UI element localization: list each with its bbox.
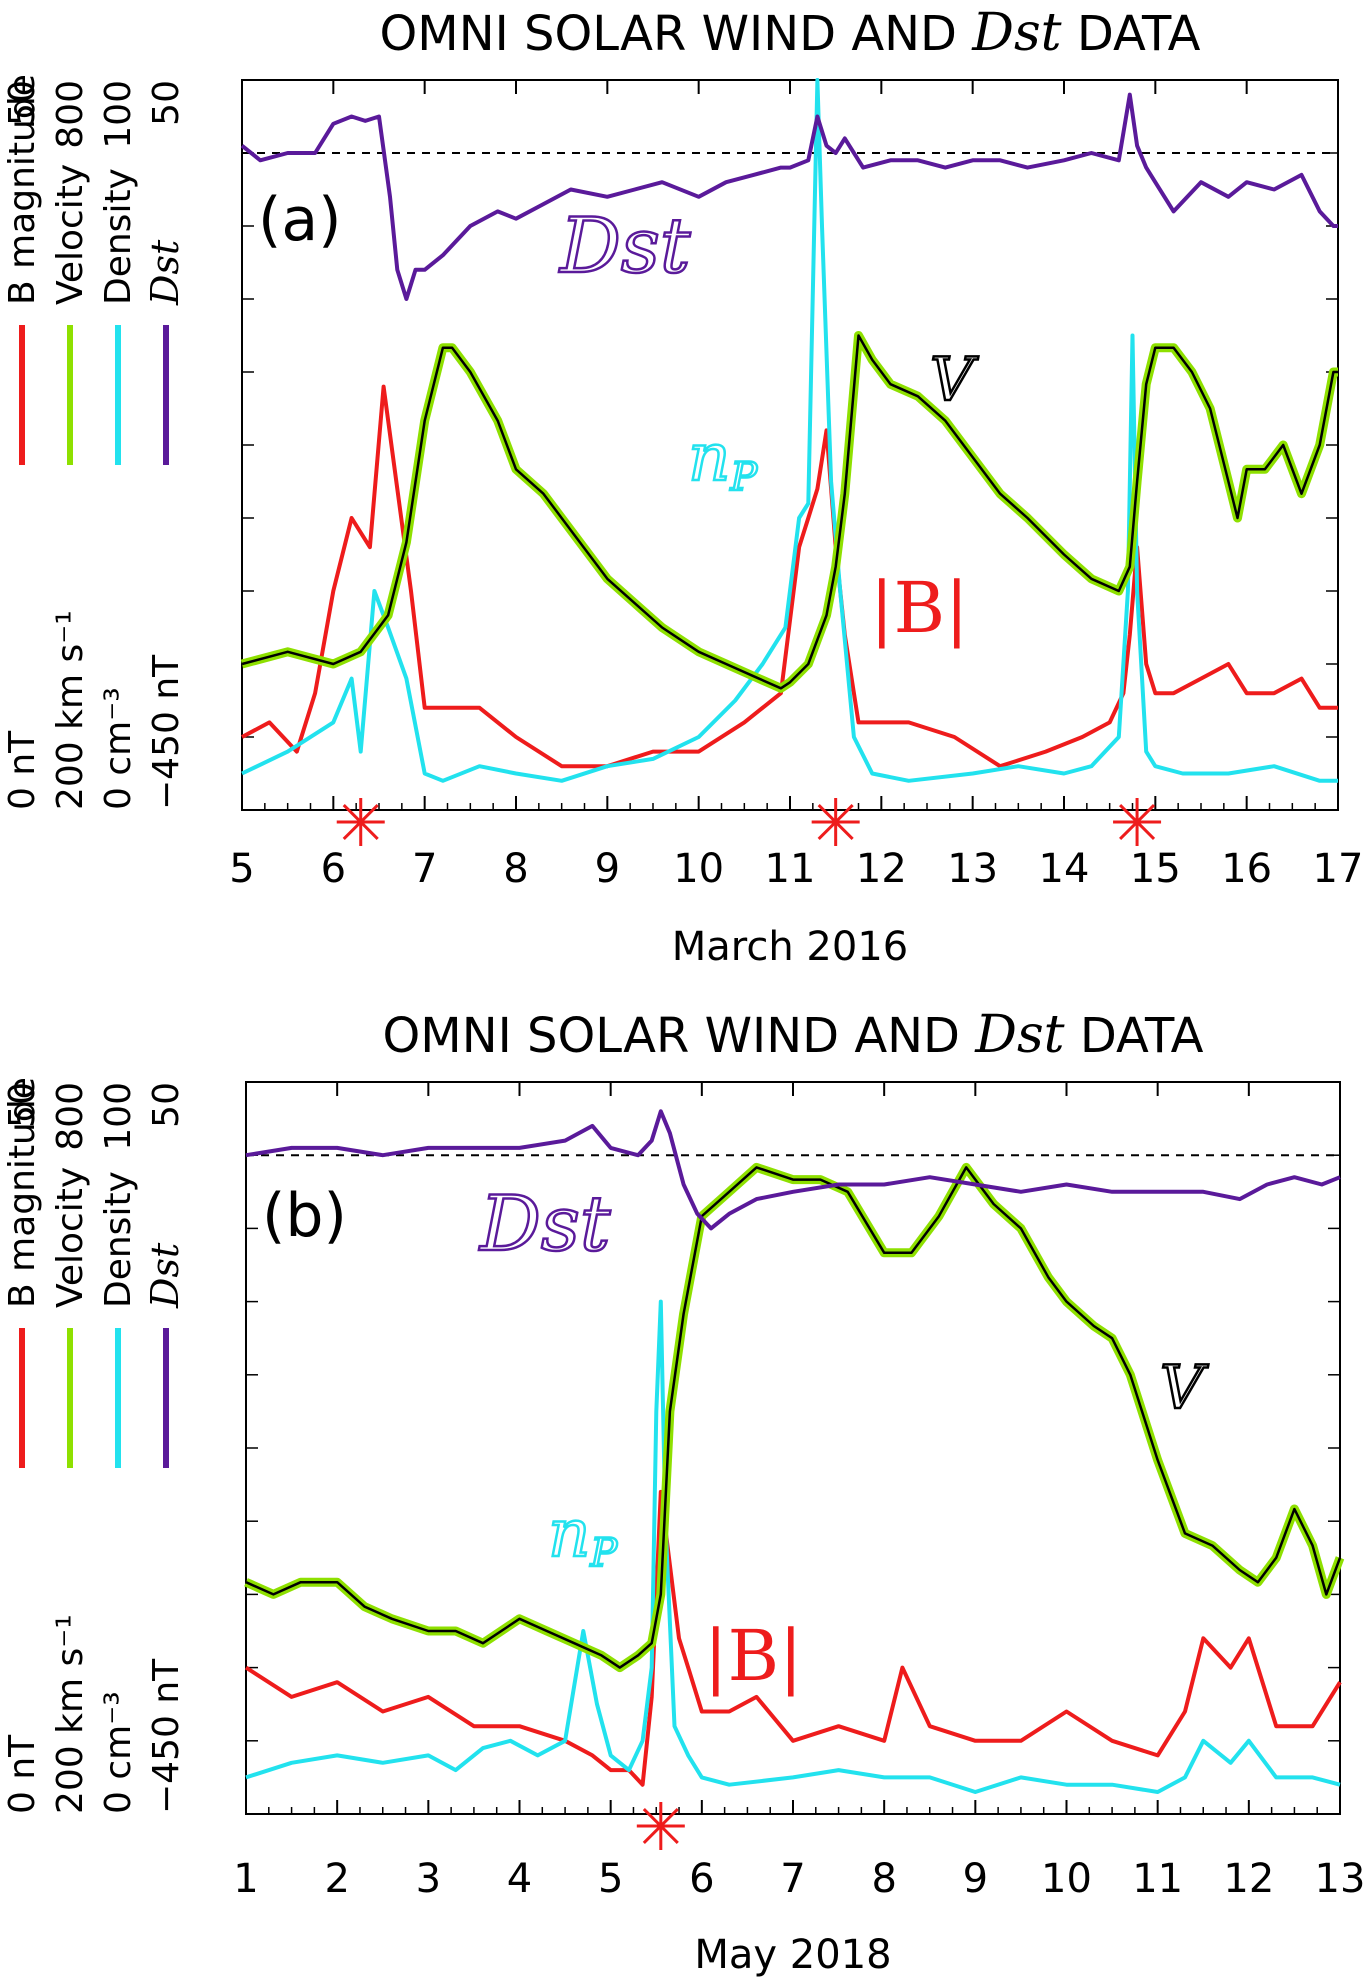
series-v-line (245, 1166, 1342, 1669)
dst-annotation: Dst (478, 1179, 611, 1268)
x-tick-label: 7 (780, 1856, 805, 1902)
event-marker (336, 798, 385, 846)
x-tick-label: 9 (963, 1856, 988, 1902)
series-b-line (244, 1489, 1342, 1787)
x-tick-label: 3 (416, 1856, 441, 1902)
side-axis-name: B magnitude (2, 74, 43, 305)
v-annotation: V (1160, 1353, 1209, 1423)
side-axis-max-label: 100 (98, 80, 139, 149)
series-dst-line (240, 92, 1338, 301)
x-tick-label: 2 (324, 1856, 349, 1902)
event-marker (1113, 798, 1162, 846)
side-axis-name: B magnitude (2, 1077, 43, 1308)
x-tick-label: 10 (673, 846, 724, 892)
x-tick-label: 8 (503, 846, 528, 892)
side-axis-name: Velocity (50, 164, 91, 305)
x-tick-label: 5 (229, 846, 254, 892)
side-axis-min-label: 200 km s⁻¹ (50, 1614, 91, 1814)
x-tick-label: 13 (1315, 1856, 1366, 1902)
series-v-line (241, 334, 1338, 690)
side-axis-b: 0 nT 50B magnitude (2, 1077, 43, 1814)
side-axis-n: 0 cm⁻³ 100 Density (98, 80, 139, 810)
chart-title: OMNI SOLAR WIND AND Dst DATA (380, 3, 1201, 63)
side-axis-max-label: 800 (50, 80, 91, 149)
x-tick-label: 1 (233, 1856, 258, 1902)
x-tick-label: 9 (595, 846, 620, 892)
side-axis-name: Dst (143, 1242, 187, 1309)
side-axis-min-label: −450 nT (146, 1658, 187, 1814)
side-axis-name: Density (98, 1171, 139, 1308)
x-tick-label: 10 (1041, 1856, 1092, 1902)
dst-annotation: Dst (558, 201, 691, 290)
event-marker (636, 1802, 685, 1850)
x-tick-label: 17 (1313, 846, 1364, 892)
side-axis-min-label: −450 nT (146, 654, 187, 810)
side-axis-dst: −450 nT 50 Dst (143, 80, 187, 810)
panel-label: (a) (258, 185, 342, 255)
series-n-line (245, 1299, 1341, 1794)
series-b-line (241, 384, 1338, 769)
side-axis-v: 200 km s⁻¹ 800 Velocity (50, 80, 91, 810)
side-axis-dst: −450 nT 50 Dst (143, 1082, 187, 1814)
side-axis-n: 0 cm⁻³ 100 Density (98, 1082, 139, 1814)
x-axis-label: May 2018 (694, 1932, 891, 1978)
panel-label: (b) (262, 1181, 347, 1251)
plot-frame (241, 79, 1339, 811)
side-axis-min-label: 0 cm⁻³ (98, 687, 139, 810)
x-tick-label: 6 (689, 1856, 714, 1902)
x-tick-label: 5 (598, 1856, 623, 1902)
chart-panel-a: OMNI SOLAR WIND AND Dst DATA 5 6 7 8 9 10 11 12 1… (2, 3, 1363, 970)
side-axis-max-label: 50 (146, 1082, 187, 1128)
x-tick-label: 14 (1039, 846, 1090, 892)
side-axis-v: 200 km s⁻¹ 800 Velocity (50, 1082, 91, 1814)
x-tick-label: 15 (1130, 846, 1181, 892)
x-tick-label: 7 (412, 846, 437, 892)
series-dst-line (245, 1109, 1341, 1231)
x-tick-label: 12 (856, 846, 907, 892)
x-tick-label: 11 (765, 846, 816, 892)
side-axis-min-label: 0 cm⁻³ (98, 1691, 139, 1814)
side-axis-max-label: 50 (2, 1082, 43, 1128)
side-axis-max-label: 800 (50, 1082, 91, 1151)
x-tick-label: 11 (1132, 1856, 1183, 1902)
side-axis-b: 0 nT 50B magnitude (2, 74, 43, 810)
x-tick-label: 6 (321, 846, 346, 892)
side-axis-max-label: 50 (146, 80, 187, 126)
side-axis-name: Dst (143, 239, 187, 306)
b-annotation: |B| (704, 1615, 803, 1697)
x-tick-label: 4 (507, 1856, 532, 1902)
side-axis-name: Density (98, 168, 139, 305)
side-axis-name: Velocity (50, 1167, 91, 1308)
b-annotation: |B| (870, 567, 969, 649)
x-tick-label: 8 (871, 1856, 896, 1902)
side-axis-min-label: 200 km s⁻¹ (50, 610, 91, 810)
side-axis-min-label: 0 nT (2, 730, 43, 810)
np-annotation: nP (548, 1495, 619, 1576)
event-marker (811, 798, 860, 846)
side-axis-max-label: 100 (98, 1082, 139, 1151)
side-axis-max-label: 50 (2, 80, 43, 126)
x-tick-label: 16 (1221, 846, 1272, 892)
x-tick-label: 12 (1223, 1856, 1274, 1902)
v-annotation: V (930, 345, 979, 415)
np-annotation: nP (688, 419, 759, 500)
x-axis-label: March 2016 (672, 924, 908, 970)
x-tick-label: 13 (947, 846, 998, 892)
side-axis-min-label: 0 nT (2, 1734, 43, 1814)
series-n-line (241, 78, 1338, 783)
chart-title: OMNI SOLAR WIND AND Dst DATA (383, 1005, 1204, 1065)
